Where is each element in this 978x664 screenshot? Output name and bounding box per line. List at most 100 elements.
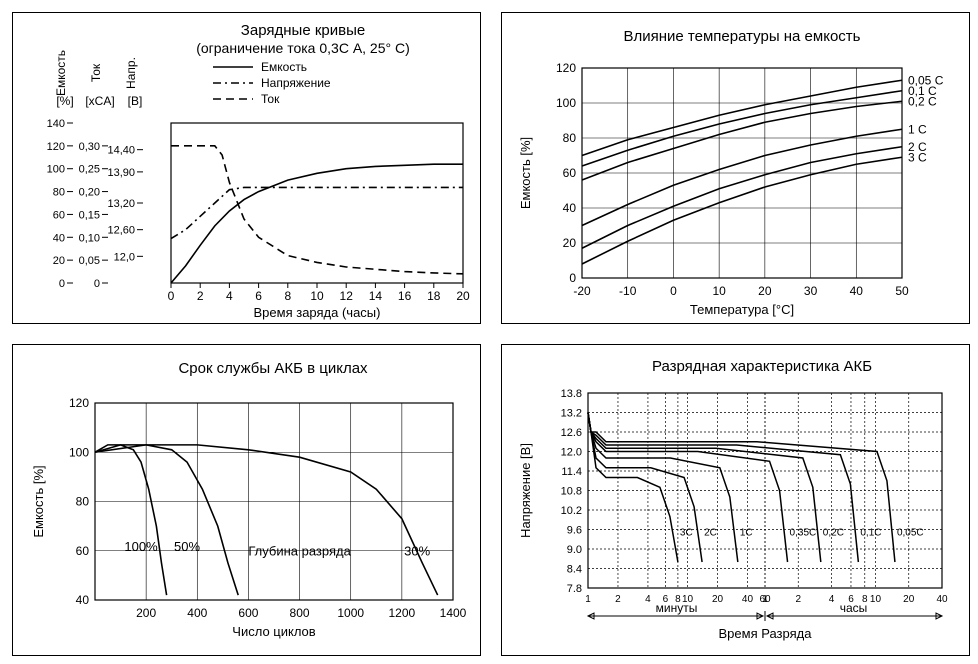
svg-text:0,05: 0,05 [79,255,100,267]
svg-text:[%]: [%] [56,94,73,108]
svg-text:Влияние температуры на емкость: Влияние температуры на емкость [624,28,861,45]
svg-text:80: 80 [53,187,65,199]
svg-text:Время Разряда: Время Разряда [719,626,813,641]
svg-text:10: 10 [712,284,726,298]
svg-text:0,20: 0,20 [79,187,100,199]
svg-text:12,0: 12,0 [114,251,135,263]
chart-grid: Зарядные кривые(ограничение тока 0,3С А,… [12,12,966,652]
svg-text:[B]: [B] [128,94,143,108]
svg-text:-20: -20 [573,284,591,298]
svg-text:400: 400 [187,606,207,620]
svg-text:120: 120 [69,396,89,410]
panel-temp-capacity: Влияние температуры на емкость -20 -10 0 10 2… [501,12,970,324]
svg-text:8.4: 8.4 [567,564,582,576]
svg-text:80: 80 [563,131,577,145]
svg-text:30: 30 [804,284,818,298]
svg-text:0,25: 0,25 [79,164,100,176]
svg-text:18: 18 [427,289,441,303]
svg-text:14,40: 14,40 [107,145,135,157]
svg-text:0,2 C: 0,2 C [908,94,937,108]
svg-text:12.6: 12.6 [561,427,582,439]
svg-text:3 C: 3 C [908,150,927,164]
svg-text:60: 60 [563,166,577,180]
svg-text:12.0: 12.0 [561,447,582,459]
svg-text:Емкость: Емкость [54,50,68,96]
svg-text:100: 100 [556,96,576,110]
svg-text:4: 4 [226,289,233,303]
svg-text:0: 0 [670,284,677,298]
svg-text:6: 6 [255,289,262,303]
svg-text:Температура [°C]: Температура [°C] [690,302,794,317]
svg-text:Емкость [%]: Емкость [%] [31,465,46,537]
svg-text:2: 2 [197,289,204,303]
svg-text:2C: 2C [704,528,717,539]
svg-text:1: 1 [762,594,768,605]
svg-text:140: 140 [47,118,65,130]
svg-text:Разрядная характеристика АКБ: Разрядная характеристика АКБ [652,358,872,375]
svg-text:60: 60 [53,209,65,221]
svg-text:0,10: 0,10 [79,232,100,244]
svg-text:30%: 30% [404,544,430,559]
svg-text:Емкость: Емкость [261,60,307,74]
svg-text:20: 20 [903,594,915,605]
svg-text:40: 40 [76,593,90,607]
svg-text:20: 20 [563,236,577,250]
svg-text:[xCA]: [xCA] [85,94,114,108]
svg-text:50: 50 [895,284,909,298]
svg-text:Напр.: Напр. [124,57,138,89]
panel-discharge: Разрядная характеристика АКБ124681020406… [501,344,970,656]
svg-text:-10: -10 [619,284,637,298]
svg-text:20: 20 [758,284,772,298]
svg-text:40: 40 [850,284,864,298]
svg-text:0,30: 0,30 [79,141,100,153]
svg-text:0,15: 0,15 [79,209,100,221]
svg-text:Ток: Ток [89,63,103,82]
svg-text:11.4: 11.4 [561,466,582,478]
svg-text:Напряжение [В]: Напряжение [В] [518,443,533,538]
svg-text:13.8: 13.8 [561,388,582,400]
svg-text:0: 0 [168,289,175,303]
svg-text:50%: 50% [174,539,200,554]
svg-text:200: 200 [136,606,156,620]
svg-text:1 C: 1 C [908,122,927,136]
svg-text:10: 10 [870,594,882,605]
svg-text:600: 600 [238,606,258,620]
svg-text:60: 60 [76,544,90,558]
svg-text:16: 16 [398,289,412,303]
svg-text:120: 120 [47,141,65,153]
svg-text:минуты: минуты [656,601,698,615]
svg-text:2: 2 [615,594,621,605]
svg-text:Время заряда (часы): Время заряда (часы) [254,305,381,320]
svg-text:10.2: 10.2 [561,505,582,517]
svg-text:13,90: 13,90 [107,167,135,179]
svg-text:9.6: 9.6 [567,525,582,537]
svg-text:0,35C: 0,35C [790,528,817,539]
svg-text:13.2: 13.2 [561,408,582,420]
svg-text:1: 1 [585,594,591,605]
svg-text:0: 0 [569,271,576,285]
svg-text:1200: 1200 [389,606,416,620]
svg-text:1C: 1C [740,528,753,539]
svg-text:100%: 100% [124,539,158,554]
svg-text:9.0: 9.0 [567,544,582,556]
svg-text:12: 12 [340,289,354,303]
svg-text:8: 8 [284,289,291,303]
svg-text:Число циклов: Число циклов [232,624,316,639]
svg-text:10: 10 [310,289,324,303]
svg-text:4: 4 [829,594,835,605]
svg-text:800: 800 [290,606,310,620]
svg-text:(ограничение тока 0,3С А, 25°: (ограничение тока 0,3С А, 25° С) [196,40,410,56]
svg-text:20: 20 [712,594,724,605]
svg-text:40: 40 [742,594,754,605]
svg-text:12,60: 12,60 [107,225,135,237]
svg-text:14: 14 [369,289,383,303]
svg-text:100: 100 [69,445,89,459]
svg-text:2: 2 [795,594,801,605]
svg-text:Ток: Ток [261,92,280,106]
svg-text:Емкость [%]: Емкость [%] [518,137,533,209]
svg-text:0: 0 [94,278,100,290]
svg-text:часы: часы [840,601,868,615]
panel-cycle-life: Срок службы АКБ в циклах2004006008001000… [12,344,481,656]
svg-text:100: 100 [47,164,65,176]
svg-text:20: 20 [456,289,470,303]
